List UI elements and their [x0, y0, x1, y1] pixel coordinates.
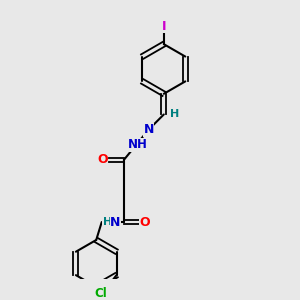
Text: O: O	[140, 216, 150, 229]
Text: Cl: Cl	[94, 286, 107, 300]
Text: H: H	[169, 110, 179, 119]
Text: I: I	[161, 20, 166, 33]
Text: O: O	[97, 154, 108, 166]
Text: N: N	[110, 216, 121, 229]
Text: NH: NH	[128, 138, 148, 151]
Text: H: H	[103, 217, 112, 227]
Text: N: N	[143, 123, 154, 136]
